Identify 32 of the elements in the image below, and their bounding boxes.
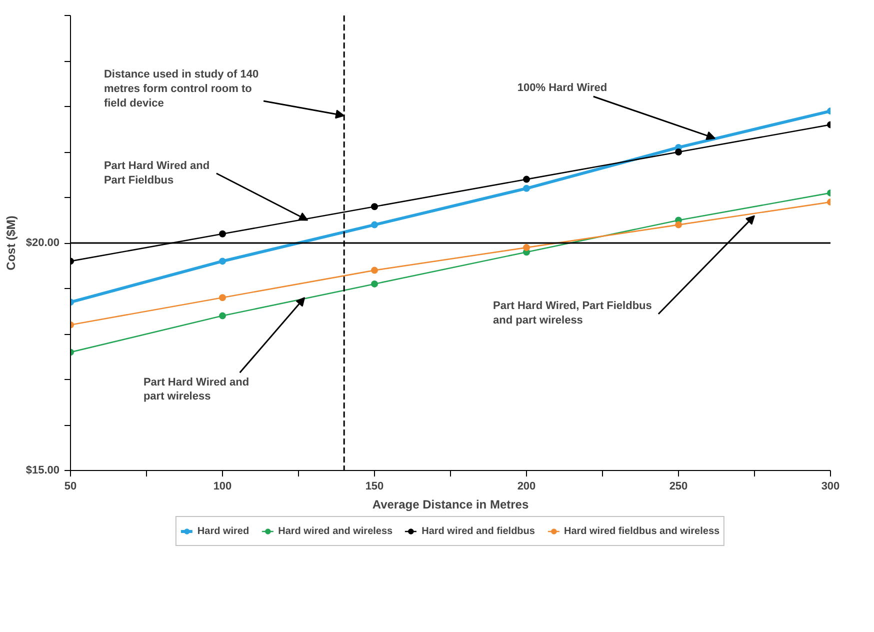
point bbox=[371, 280, 378, 288]
annotation: Part Hard Wired and part wireless bbox=[143, 376, 250, 403]
point bbox=[523, 176, 530, 183]
x-axis-title: Average Distance in Metres bbox=[372, 498, 529, 512]
point bbox=[371, 203, 378, 210]
point bbox=[675, 148, 682, 156]
point bbox=[219, 230, 226, 238]
x-tick-label: 100 bbox=[213, 480, 232, 492]
y-axis-title: Cost ($M) bbox=[4, 216, 18, 270]
x-tick-label: 250 bbox=[669, 480, 688, 492]
x-tick-label: 300 bbox=[821, 480, 840, 492]
legend-label: Hard wired and wireless bbox=[278, 526, 393, 536]
legend-label: Hard wired and fieldbus bbox=[422, 526, 535, 536]
point bbox=[675, 221, 682, 228]
x-tick-label: 50 bbox=[64, 480, 77, 492]
point bbox=[523, 244, 530, 252]
y-tick-label: $20.00 bbox=[26, 237, 60, 249]
annotation: Part Hard Wired and Part Fieldbus bbox=[104, 160, 210, 187]
legend-label: Hard wired bbox=[197, 526, 250, 536]
annotation: Part Hard Wired, Part Fieldbus and part wireless bbox=[493, 300, 652, 326]
legend-label: Hard wired fieldbus and wireless bbox=[564, 526, 720, 536]
point bbox=[371, 221, 378, 228]
x-tick-label: 150 bbox=[365, 480, 384, 492]
point bbox=[371, 266, 378, 274]
point bbox=[219, 312, 226, 320]
x-tick-label: 200 bbox=[517, 480, 536, 492]
y-tick-label: $15.00 bbox=[26, 464, 60, 476]
point bbox=[523, 184, 530, 192]
annotation: 100% Hard Wired bbox=[517, 82, 608, 94]
point bbox=[219, 294, 226, 302]
point bbox=[219, 258, 226, 265]
annotation: Distance used in study of 140 metres form control room to field device bbox=[104, 68, 259, 110]
